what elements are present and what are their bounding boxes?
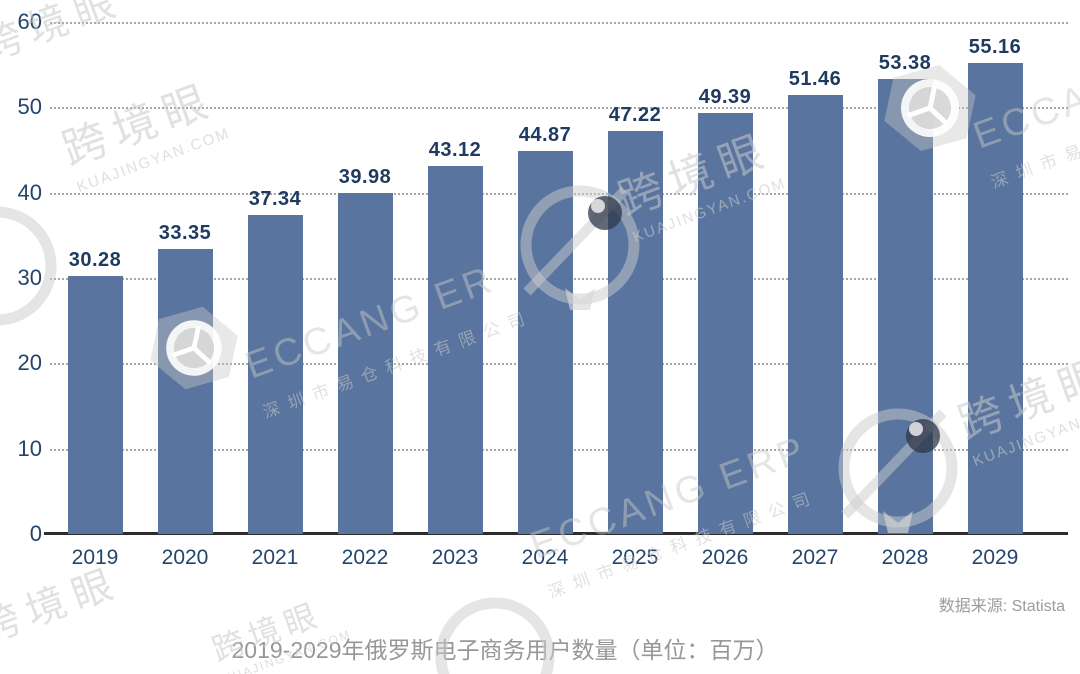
bar <box>787 94 843 534</box>
x-tick-label-2020: 2020 <box>161 546 209 569</box>
gridline-50 <box>50 107 1068 110</box>
y-tick-label-20: 20 <box>17 350 42 376</box>
chart-title: 2019-2029年俄罗斯电子商务用户数量（单位：百万） <box>231 637 779 663</box>
bar-column: 43.12 <box>410 22 500 534</box>
y-tick-label-40: 40 <box>17 179 42 205</box>
y-tick-label-30: 30 <box>17 265 42 290</box>
bar <box>607 131 663 534</box>
bar-value-label: 49.39 <box>698 85 752 108</box>
bar <box>427 166 483 534</box>
y-tick-label-0: 0 <box>29 521 42 546</box>
bars-row: 30.28 33.35 37.34 39.98 43.12 44.87 47.2… <box>50 22 1040 534</box>
bar-value-label: 30.28 <box>68 248 122 271</box>
y-tick-label-50: 50 <box>17 94 42 120</box>
bar-column: 49.39 <box>680 22 770 534</box>
x-tick-label-2022: 2022 <box>341 546 389 569</box>
bar-column: 51.46 <box>770 22 860 534</box>
bar-column: 44.87 <box>500 22 590 534</box>
x-tick-label-2027: 2027 <box>791 546 839 569</box>
x-tick-label-2021: 2021 <box>251 546 299 569</box>
bar <box>517 151 573 534</box>
bar-value-label: 51.46 <box>788 67 842 90</box>
bar-value-label: 55.16 <box>968 36 1022 59</box>
bar-value-label: 44.87 <box>518 124 572 147</box>
bar-value-label: 47.22 <box>608 104 662 127</box>
bar-column: 33.35 <box>140 22 230 534</box>
bar <box>247 215 303 534</box>
bar-column: 47.22 <box>590 22 680 534</box>
x-tick-label-2024: 2024 <box>521 546 569 569</box>
x-tick-label-2029: 2029 <box>971 546 1019 569</box>
bar-column: 55.16 <box>950 22 1040 534</box>
bar-value-label: 37.34 <box>248 188 302 211</box>
bar-value-label: 39.98 <box>338 165 392 188</box>
x-tick-label-2028: 2028 <box>881 546 929 569</box>
bar-value-label: 53.38 <box>878 51 932 74</box>
x-tick-label-2019: 2019 <box>71 546 119 569</box>
bar <box>157 249 213 534</box>
bar <box>967 63 1023 534</box>
bar-value-label: 33.35 <box>158 222 212 245</box>
bar <box>697 112 753 534</box>
bar-column: 53.38 <box>860 22 950 534</box>
gridline-60 <box>50 22 1068 24</box>
bar <box>67 275 123 534</box>
x-tick-label-2026: 2026 <box>701 546 749 569</box>
y-tick-label-60: 60 <box>17 9 42 34</box>
data-source-label: 数据来源: Statista <box>938 598 1065 615</box>
x-tick-label-2023: 2023 <box>431 546 479 569</box>
y-axis: 0 10 20 30 40 50 60 <box>0 10 42 546</box>
bar <box>877 78 933 534</box>
x-axis-labels: 2019 2020 2021 2022 2023 2024 2025 2026 2027 2028… <box>50 546 1040 570</box>
bar <box>337 192 393 534</box>
y-tick-label-10: 10 <box>17 435 42 461</box>
bar-value-label: 43.12 <box>428 139 482 162</box>
bar-column: 30.28 <box>50 22 140 534</box>
bar-column: 39.98 <box>320 22 410 534</box>
bar-column: 37.34 <box>230 22 320 534</box>
x-tick-label-2025: 2025 <box>611 546 659 569</box>
